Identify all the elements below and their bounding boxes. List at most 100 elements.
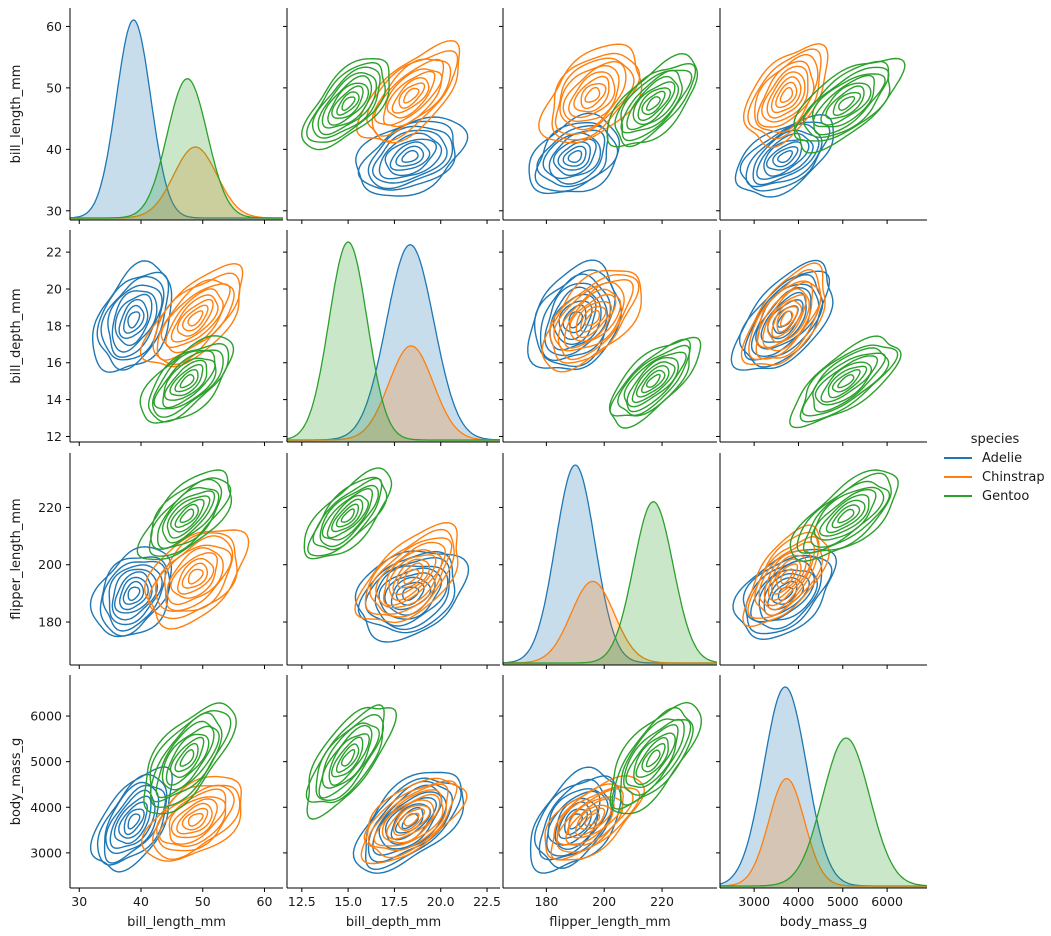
contour-adelie [123,808,145,836]
contour-gentoo [149,710,232,809]
panel-flipper_length_mm-vs-body_mass_g [716,453,927,669]
y-tick-label: 3000 [30,845,62,860]
contour-chinstrap [391,77,430,114]
plot-area [732,469,899,641]
contour-chinstrap [373,58,445,128]
panel-body_mass_g-vs-flipper_length_mm: 180 200 220 flipper_length_mm [499,675,717,930]
contour-chinstrap [168,796,227,845]
contour-gentoo [617,344,691,417]
contour-chinstrap [166,547,224,606]
contour-chinstrap [382,549,443,607]
contour-gentoo [336,91,360,116]
contour-chinstrap [398,82,426,109]
contour-chinstrap [388,554,437,601]
contour-chinstrap [767,554,807,602]
contour-gentoo [620,69,683,134]
plot-area [503,464,717,665]
contour-gentoo [611,706,694,810]
contour-adelie [367,125,454,190]
contour-gentoo [812,74,875,128]
contour-adelie [357,550,456,634]
x-tick-label: 5000 [827,894,859,909]
panel-bill_depth_mm-vs-bill_length_mm: 12 14 16 18 20 22 bill_depth_mm [9,230,283,446]
contour-gentoo [793,57,906,154]
contour-chinstrap [580,83,607,110]
contour-gentoo [318,722,381,799]
contour-chinstrap [763,549,812,607]
contour-chinstrap [154,535,234,612]
y-axis-label: body_mass_g [9,738,24,826]
contour-adelie [395,145,425,167]
y-tick-label: 6000 [30,709,62,724]
contour-adelie [533,269,616,368]
contour-adelie [127,586,141,601]
contour-adelie [739,121,831,192]
contour-gentoo [179,749,195,767]
contour-adelie [745,556,823,630]
y-tick-label: 12 [46,429,62,444]
contour-gentoo [174,742,199,773]
plot-area [300,39,469,197]
contour-chinstrap [756,281,814,352]
contour-gentoo [641,90,666,116]
x-tick-label: 12.5 [288,894,316,909]
contour-chinstrap [403,568,420,585]
contour-chinstrap [567,798,615,839]
contour-chinstrap [771,299,803,338]
x-tick-label: 17.5 [381,894,409,909]
contour-gentoo [623,351,687,413]
contour-adelie [544,282,608,357]
plot-area [527,259,702,429]
kde-fill-adelie [287,244,500,442]
contour-gentoo [153,350,217,410]
contour-gentoo [136,469,233,561]
panel-bill_length_mm-vs-bill_length_mm: 30 40 50 60 bill_length_mm [9,8,283,224]
x-tick-label: 20.0 [427,894,455,909]
kde-line-chinstrap [720,778,927,887]
kde-line-adelie [70,19,283,219]
contour-gentoo [626,356,680,408]
contour-chinstrap [747,48,822,140]
y-tick-label: 180 [38,615,62,630]
contour-chinstrap [766,71,806,119]
contour-gentoo [814,355,879,406]
contour-adelie [756,132,814,181]
contour-chinstrap [779,87,794,103]
contour-gentoo [837,508,855,524]
contour-adelie [546,788,609,857]
contour-gentoo [825,499,866,534]
x-tick-label: 220 [650,894,674,909]
x-tick-label: 30 [71,894,87,909]
contour-adelie [395,581,425,606]
contour-gentoo [148,477,232,557]
contour-gentoo [827,365,868,399]
contour-chinstrap [562,64,620,122]
kde-line-gentoo [503,501,717,664]
x-tick-label: 200 [592,894,616,909]
contour-adelie [122,304,145,334]
contour-chinstrap [181,562,208,589]
contour-adelie [752,129,820,186]
y-tick-label: 50 [46,80,62,95]
contour-chinstrap [568,71,616,119]
contour-chinstrap [382,68,443,126]
contour-chinstrap [559,60,627,131]
contour-chinstrap [356,39,461,144]
contour-chinstrap [579,807,606,831]
contour-gentoo [161,490,216,544]
contour-chinstrap [776,563,799,590]
y-tick-label: 60 [46,19,62,34]
contour-gentoo [637,87,671,121]
legend-label-adelie: Adelie [982,451,1022,466]
contour-gentoo [306,706,398,820]
kde-fill-adelie [70,20,283,220]
contour-adelie [766,141,803,171]
plot-area [529,701,703,874]
x-tick-label: 60 [257,894,273,909]
x-axis-label: body_mass_g [780,915,868,930]
contour-gentoo [633,732,676,786]
contour-adelie [760,291,807,343]
contour-gentoo [179,508,195,524]
contour-adelie [109,789,156,849]
